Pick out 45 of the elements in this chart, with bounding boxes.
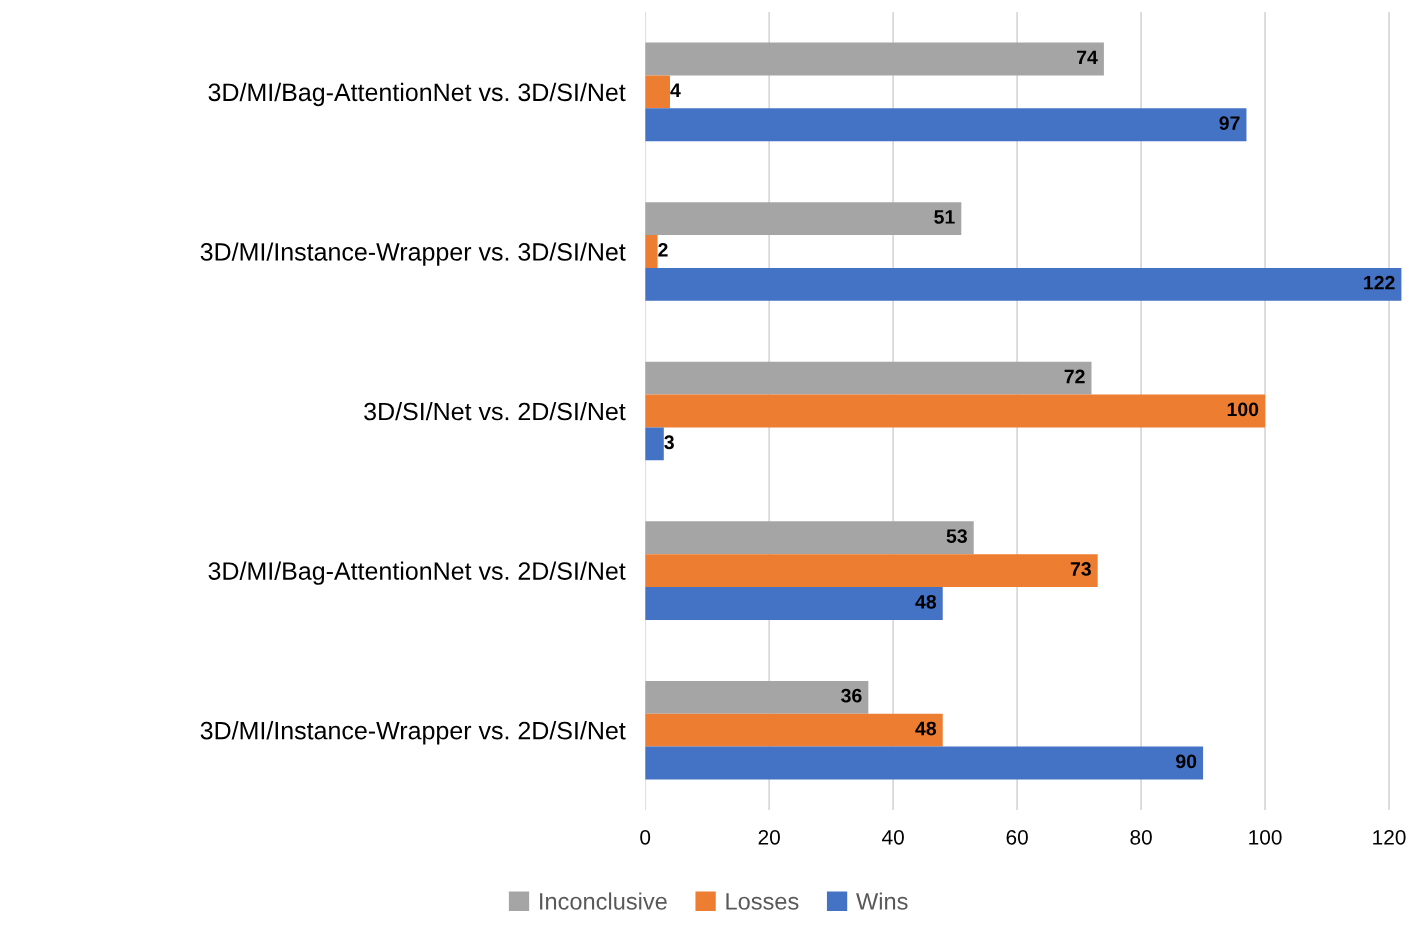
bar (645, 75, 670, 109)
bar (645, 42, 1104, 76)
data-label: 72 (1064, 369, 1085, 384)
y-tick-label: 3D/MI/Bag-AttentionNet vs. 2D/SI/Net (208, 561, 626, 585)
y-tick-label: 3D/MI/Bag-AttentionNet vs. 3D/SI/Net (208, 82, 626, 107)
data-label: 90 (1176, 754, 1197, 769)
bar (645, 394, 1266, 428)
legend-label: Inconclusive (540, 892, 667, 910)
bar (645, 235, 658, 268)
data-label: 4 (670, 83, 681, 97)
data-label: 100 (1227, 402, 1259, 417)
legend-label: Wins (856, 892, 908, 910)
data-label: 97 (1219, 116, 1240, 130)
data-label: 74 (1077, 50, 1098, 65)
x-tick-label: 100 (1249, 829, 1282, 845)
data-label: 73 (1070, 562, 1091, 576)
bar (645, 267, 1402, 301)
data-label: 53 (946, 529, 967, 543)
x-tick-label: 80 (1130, 829, 1152, 845)
legend-label: Losses (726, 893, 799, 910)
bar (645, 713, 943, 747)
data-label: 48 (915, 594, 937, 609)
x-tick-label: 0 (640, 829, 651, 845)
bar (645, 680, 869, 714)
data-label: 48 (915, 721, 937, 736)
data-label: 2 (658, 242, 668, 257)
bar (645, 554, 1098, 588)
y-tick-label: 3D/MI/Instance-Wrapper vs. 3D/SI/Net (200, 242, 626, 266)
bar (645, 521, 974, 555)
bar (645, 427, 664, 461)
x-tick-label: 40 (882, 829, 904, 845)
data-label: 51 (934, 210, 955, 224)
bar (645, 202, 962, 236)
x-tick-label: 60 (1006, 829, 1028, 845)
bar (645, 361, 1092, 395)
x-tick-label: 20 (758, 829, 780, 845)
y-tick-label: 3D/MI/Instance-Wrapper vs. 2D/SI/Net (200, 721, 626, 745)
x-tick-label: 120 (1373, 829, 1406, 845)
data-label: 3 (664, 435, 674, 450)
data-label: 36 (841, 688, 862, 703)
bar (645, 587, 943, 620)
data-label: 122 (1364, 275, 1395, 290)
bar (645, 746, 1204, 780)
y-tick-label: 3D/SI/Net vs. 2D/SI/Net (364, 401, 626, 421)
bar (645, 108, 1247, 142)
